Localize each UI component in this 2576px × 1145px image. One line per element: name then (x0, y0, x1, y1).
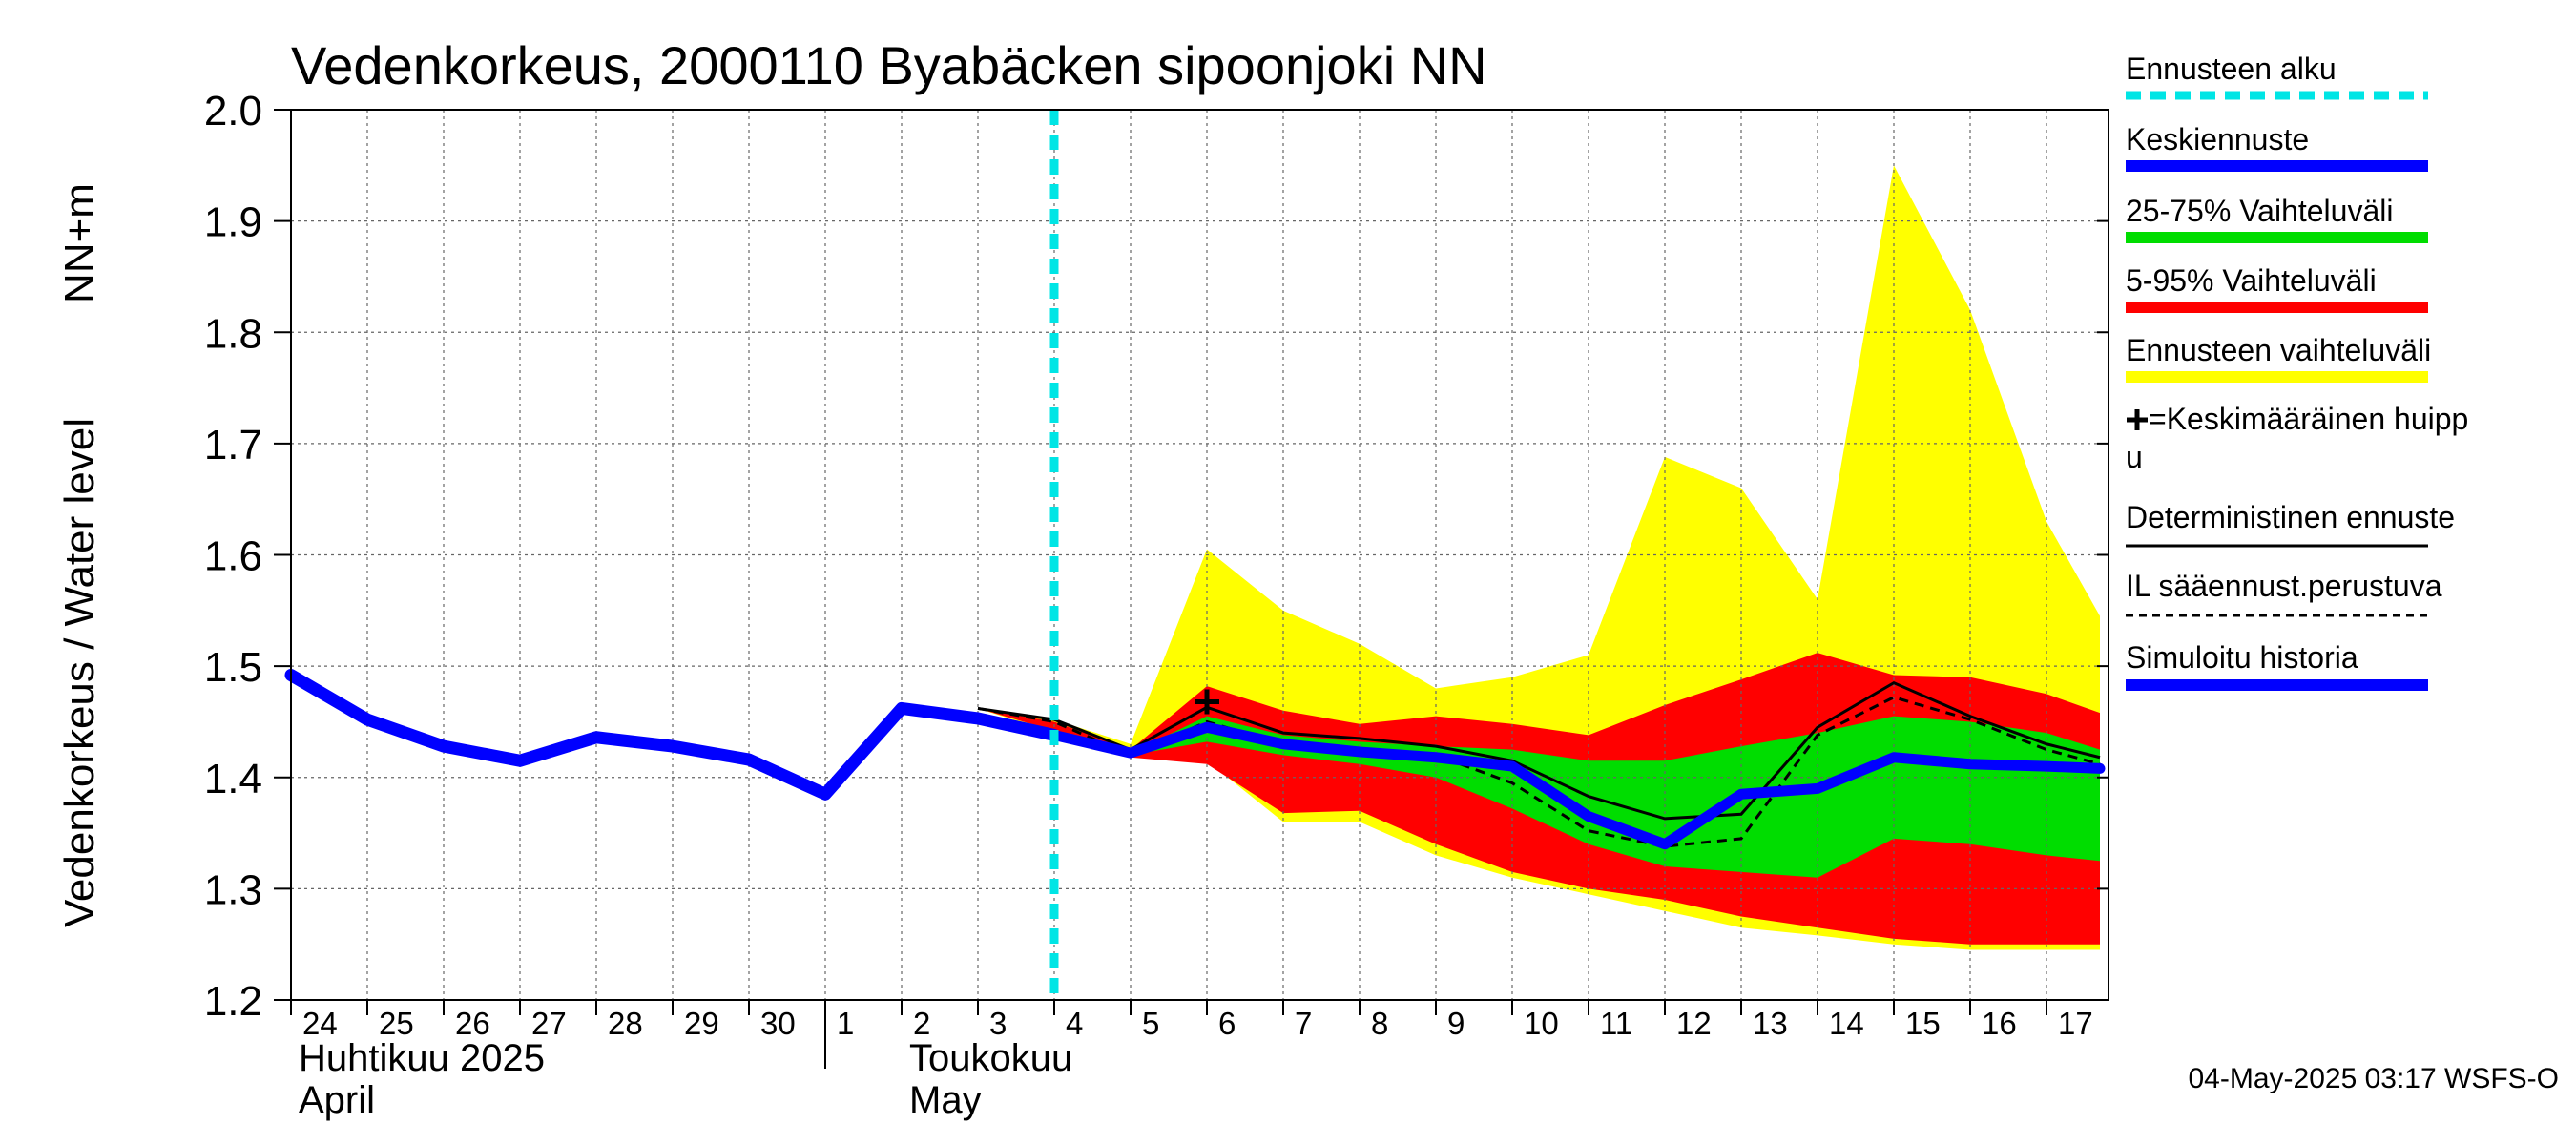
x-tick-label: 4 (1066, 1006, 1083, 1041)
x-tick-label: 3 (989, 1006, 1007, 1041)
legend-label: Ennusteen vaihteluväli (2126, 333, 2431, 367)
series-lines (284, 110, 2106, 1000)
y-tick-label: 1.3 (204, 866, 262, 913)
y-tick-label: 1.9 (204, 199, 262, 246)
x-tick-label: 6 (1218, 1006, 1236, 1041)
line-deterministic-forecast (977, 680, 2101, 821)
x-tick-label: 12 (1676, 1006, 1712, 1041)
legend-label: 5-95% Vaihteluväli (2126, 263, 2377, 298)
x-tick-label: 8 (1371, 1006, 1388, 1041)
line-simulated-history (284, 668, 1061, 801)
y-tick-label: 1.2 (204, 978, 262, 1025)
x-tick-label: 29 (684, 1006, 719, 1041)
y-axis-unit-label: NN+m (56, 183, 103, 303)
x-tick-label: 2 (913, 1006, 930, 1041)
x-tick-label: 5 (1142, 1006, 1159, 1041)
x-tick-label: 15 (1905, 1006, 1941, 1041)
x-tick-label: 1 (837, 1006, 854, 1041)
legend: Ennusteen alku Keskiennuste 25-75% Vaihtel… (2126, 52, 2468, 691)
x-tick-label: 28 (608, 1006, 643, 1041)
x-tick-label: 25 (379, 1006, 414, 1041)
legend-label: Ennusteen alku (2126, 52, 2337, 86)
x-ticks: 24 25 26 27 28 29 30 1 2 3 4 5 6 7 8 9 10 11 12 13 14 15 16 17H… (290, 1000, 2093, 1121)
y-tick-label: 1.6 (204, 533, 262, 580)
legend-label: Deterministinen ennuste (2126, 500, 2455, 534)
month-label-en: May (909, 1079, 982, 1121)
x-tick-label: 9 (1447, 1006, 1465, 1041)
legend-label: Simuloitu historia (2126, 640, 2358, 675)
x-tick-label: 24 (302, 1006, 338, 1041)
x-tick-label: 17 (2058, 1006, 2093, 1041)
month-label-fi: Toukokuu (909, 1037, 1072, 1079)
timestamp-footer: 04-May-2025 03:17 WSFS-O (2189, 1063, 2560, 1094)
x-tick-label: 7 (1295, 1006, 1312, 1041)
x-tick-label: 10 (1524, 1006, 1559, 1041)
y-tick-label: 2.0 (204, 88, 262, 135)
legend-label: IL sääennust.perustuva (2126, 569, 2442, 603)
x-tick-label: 14 (1829, 1006, 1864, 1041)
legend-label: 25-75% Vaihteluväli (2126, 194, 2393, 228)
y-ticks: 1.2 1.3 1.4 1.5 1.6 1.7 1.8 1.9 2.0 (204, 88, 2109, 1025)
forecast-bands (978, 165, 2100, 950)
y-tick-label: 1.8 (204, 310, 262, 357)
y-tick-label: 1.5 (204, 644, 262, 691)
line-mean-forecast (1049, 721, 2106, 850)
x-tick-label: 11 (1600, 1006, 1632, 1041)
y-axis-label: Vedenkorkeus / Water level (56, 418, 103, 927)
x-tick-label: 30 (760, 1006, 796, 1041)
x-tick-label: 13 (1753, 1006, 1788, 1041)
y-tick-label: 1.7 (204, 422, 262, 468)
y-tick-label: 1.4 (204, 756, 262, 802)
x-tick-label: 16 (1982, 1006, 2017, 1041)
month-label-en: April (299, 1079, 375, 1121)
legend-label-wrap: u (2126, 440, 2143, 474)
month-label-fi: Huhtikuu 2025 (299, 1037, 545, 1079)
grid-lines (291, 110, 2109, 1000)
x-tick-label: 26 (455, 1006, 490, 1041)
mean-peak-marker (1195, 689, 1219, 715)
legend-peak-icon (2127, 409, 2148, 430)
x-tick-label: 27 (531, 1006, 567, 1041)
legend-label: Keskiennuste (2126, 122, 2309, 156)
legend-label: =Keskimääräinen huipp (2149, 402, 2468, 436)
chart-title: Vedenkorkeus, 2000110 Byabäcken sipoonjo… (291, 35, 1487, 95)
